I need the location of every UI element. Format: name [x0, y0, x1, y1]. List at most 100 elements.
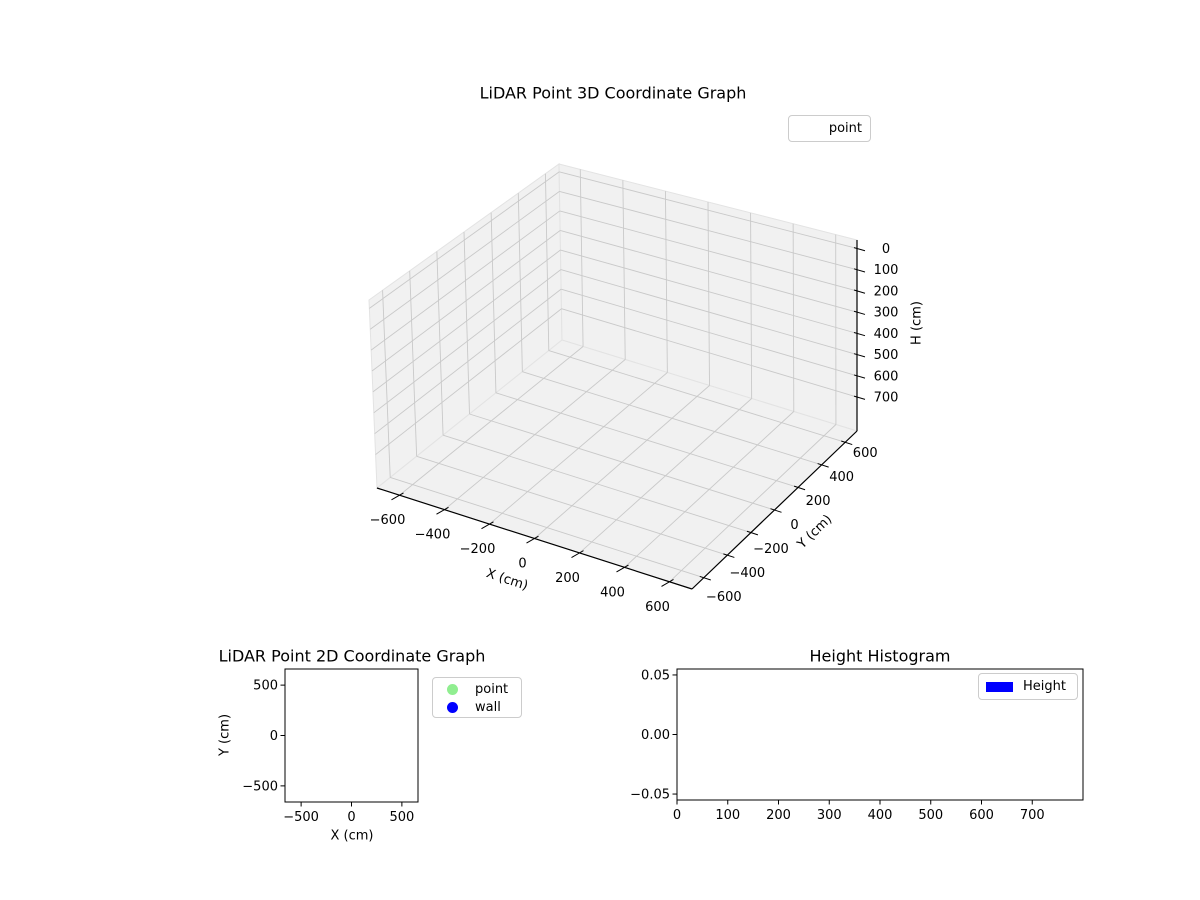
grid-line-z-right: [560, 230, 858, 313]
hist-legend-height-label: Height: [1023, 679, 1066, 694]
z-tick-3d: [853, 374, 866, 379]
grid-line-y-wall: [463, 231, 470, 415]
y-tick-3d: [817, 463, 829, 468]
z-tick-3d: [853, 310, 866, 315]
x-tick-3d: [571, 550, 584, 558]
grid-line-x-wall: [664, 191, 668, 373]
plot2d-x-tick-label: 0: [347, 810, 355, 825]
grid-line-z-left: [374, 288, 562, 435]
z-tick-3d: [853, 247, 866, 252]
y-tick-label-3d: 0: [790, 518, 798, 533]
x-tick-label-3d: 400: [600, 585, 625, 600]
y-tick-3d: [699, 575, 711, 581]
grid-line-y-wall: [490, 212, 497, 393]
plot3d-legend-point-label: point: [828, 121, 862, 136]
grid-line-z-right: [559, 210, 858, 292]
wall-marker-swatch: [447, 701, 458, 713]
grid-line-y-wall: [409, 270, 418, 457]
x-tick-3d: [616, 564, 629, 573]
grid-line-z-right: [559, 171, 858, 249]
plot2d-frame: [284, 668, 419, 803]
plot2d-legend: point wall: [432, 677, 522, 718]
x-tick-label-3d: −600: [370, 513, 406, 528]
grid-line-z-right: [560, 249, 858, 334]
hist-y-tick-label: 0.05: [641, 668, 670, 683]
z-tick-label-3d: 700: [874, 391, 899, 406]
grid-line-z-left: [369, 171, 560, 309]
plot2d-legend-row-point: point: [433, 680, 521, 698]
grid-line-y-wall: [436, 251, 444, 436]
hist-x-tick-label: 300: [817, 808, 842, 823]
z-tick-label-3d: 0: [882, 242, 890, 257]
hist-x-tick-label: 100: [715, 808, 740, 823]
x-tick-3d: [481, 521, 494, 530]
grid-line-z-right: [560, 269, 858, 356]
hist-y-tick-label: −0.05: [630, 788, 670, 803]
z-tick-label-3d: 100: [874, 263, 899, 278]
grid-line-y-wall: [544, 173, 550, 351]
hist-x-tick-label: 0: [673, 808, 681, 823]
y-tick-label-3d: −400: [729, 566, 765, 581]
z-tick-3d: [853, 268, 866, 273]
z-tick-label-3d: 600: [874, 369, 899, 384]
plot2d-y-tick-label: −500: [242, 779, 278, 794]
hist-x-tick-label: 500: [918, 808, 943, 823]
y-tick-3d: [770, 508, 782, 513]
grid-line-x-wall: [579, 169, 584, 347]
x-tick-3d: [661, 579, 674, 587]
hist-x-tick-label: 400: [868, 808, 893, 823]
grid-line-x-wall: [750, 212, 753, 399]
grid-line-x-wall: [792, 223, 795, 412]
plot2d-x-axis-label: X (cm): [330, 828, 374, 844]
grid-line-x-wall: [622, 180, 626, 360]
x-tick-label-3d: −200: [460, 542, 496, 557]
x-tick-label-3d: 0: [518, 557, 526, 572]
y-tick-label-3d: 400: [829, 470, 854, 485]
z-tick-label-3d: 400: [874, 327, 899, 342]
x-tick-3d: [436, 506, 449, 515]
z-tick-3d: [853, 289, 866, 294]
point-marker-swatch: [447, 683, 458, 695]
y-tick-3d: [793, 485, 806, 491]
grid-line-x-floor: [489, 372, 668, 525]
z-tick-label-3d: 300: [874, 306, 899, 321]
height-marker-swatch: [986, 681, 1013, 692]
grid-line-x-floor: [579, 398, 752, 554]
x-tick-label-3d: −400: [415, 528, 451, 543]
grid-line-z-right: [561, 288, 858, 377]
x-tick-3d: [391, 492, 404, 501]
y-tick-3d: [841, 440, 853, 446]
plot3d-legend: point: [788, 115, 871, 142]
hist-x-tick-label: 200: [766, 808, 791, 823]
grid-line-x-floor: [399, 346, 584, 496]
y-tick-3d: [723, 553, 735, 558]
hist-y-tick-label: 0.00: [641, 728, 670, 743]
y-tick-label-3d: 200: [806, 494, 831, 509]
grid-line-y-wall: [382, 290, 391, 478]
grid-line-x-floor: [534, 385, 710, 539]
plot2d-legend-row-wall: wall: [433, 698, 521, 716]
plot2d-title: LiDAR Point 2D Coordinate Graph: [218, 646, 486, 666]
plot2d-x-tick-label: 500: [389, 810, 414, 825]
z-tick-3d: [853, 395, 866, 400]
plot3d-title: LiDAR Point 3D Coordinate Graph: [479, 83, 747, 103]
grid-line-z-right: [559, 190, 858, 271]
hist-x-tick-label: 600: [969, 808, 994, 823]
plot2d-y-tick-label: 0: [270, 729, 278, 744]
z-tick-3d: [853, 353, 866, 358]
y-tick-label-3d: −600: [706, 590, 742, 605]
x-tick-3d: [526, 535, 539, 544]
grid-line-z-left: [370, 210, 561, 351]
grid-line-x-floor: [444, 359, 626, 510]
grid-line-z-left: [369, 191, 560, 330]
plot2d-legend-point-label: point: [475, 681, 509, 697]
grid-line-x-floor: [624, 411, 795, 568]
plot2d-y-tick-label: 500: [253, 679, 278, 694]
z-tick-label-3d: 500: [874, 348, 899, 363]
plot3d-z-axis-label: H (cm): [909, 301, 925, 345]
grid-line-y-wall: [517, 193, 523, 372]
grid-line-z-left: [373, 269, 562, 414]
hist-x-tick-label: 700: [1020, 808, 1045, 823]
plot2d-y-axis-label: Y (cm): [217, 713, 233, 757]
